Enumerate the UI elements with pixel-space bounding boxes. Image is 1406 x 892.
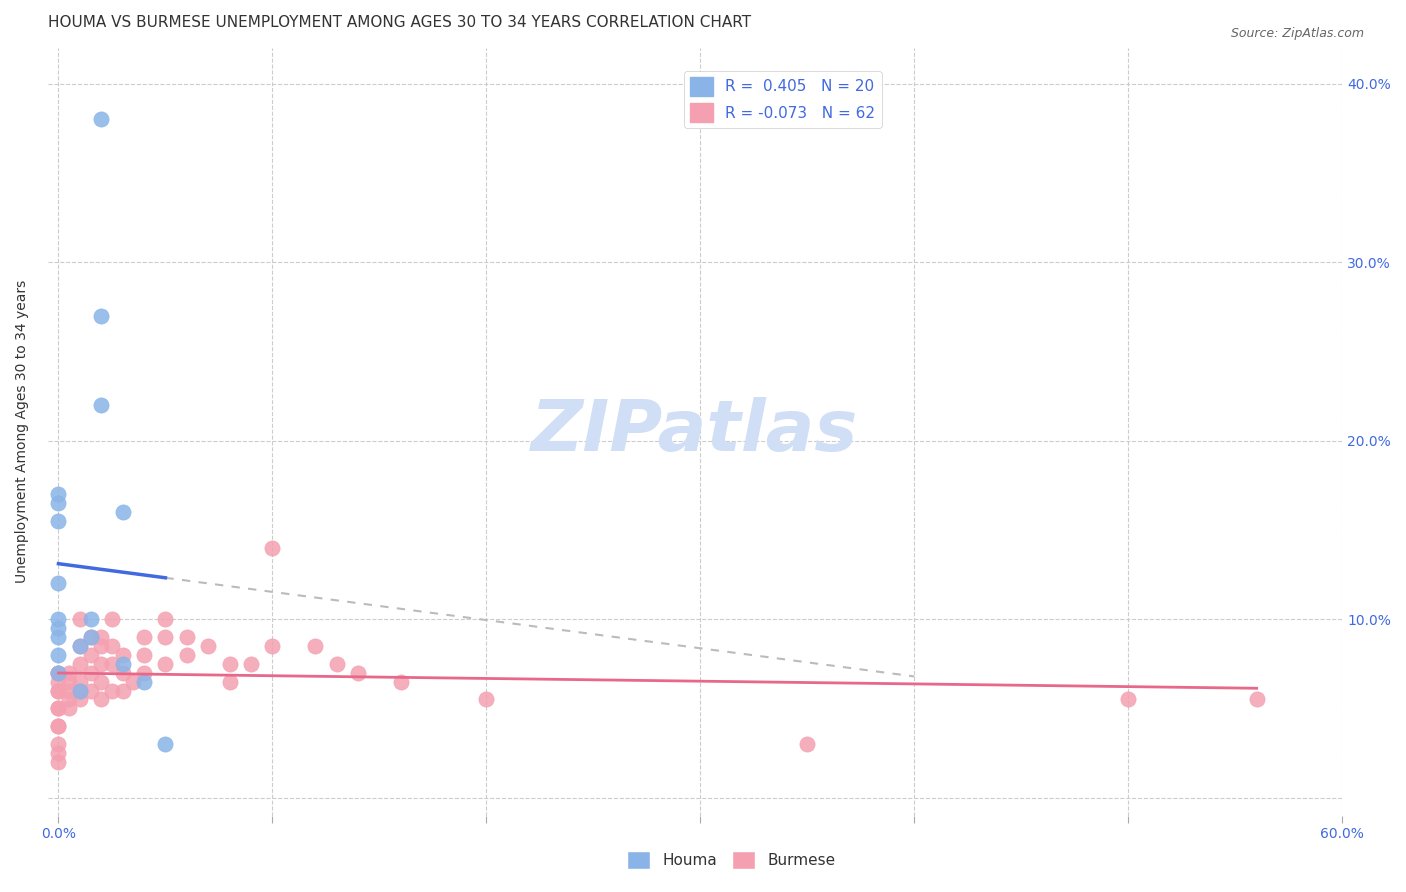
Point xyxy=(101,612,124,626)
Point xyxy=(262,541,284,555)
Point xyxy=(132,665,155,680)
Point xyxy=(69,674,91,689)
Point xyxy=(48,487,70,501)
Point xyxy=(48,630,70,644)
Point xyxy=(48,665,70,680)
Point xyxy=(69,692,91,706)
Point xyxy=(79,648,101,662)
Point xyxy=(69,639,91,653)
Point xyxy=(111,665,134,680)
Point xyxy=(155,657,177,671)
Point xyxy=(240,657,263,671)
Point xyxy=(262,639,284,653)
Point xyxy=(48,674,70,689)
Point xyxy=(101,639,124,653)
Point xyxy=(101,683,124,698)
Point xyxy=(101,657,124,671)
Point xyxy=(58,674,80,689)
Point xyxy=(1246,692,1268,706)
Point xyxy=(90,398,112,412)
Point xyxy=(48,665,70,680)
Point xyxy=(90,657,112,671)
Point xyxy=(48,701,70,715)
Point xyxy=(58,665,80,680)
Point xyxy=(347,665,370,680)
Point xyxy=(58,683,80,698)
Point xyxy=(79,612,101,626)
Point xyxy=(90,112,112,127)
Point xyxy=(48,683,70,698)
Point xyxy=(48,755,70,769)
Point xyxy=(155,612,177,626)
Point xyxy=(155,737,177,751)
Point xyxy=(48,665,70,680)
Point xyxy=(90,630,112,644)
Point xyxy=(48,719,70,733)
Point xyxy=(1116,692,1139,706)
Point xyxy=(48,683,70,698)
Point xyxy=(122,674,145,689)
Point xyxy=(69,683,91,698)
Point xyxy=(132,648,155,662)
Y-axis label: Unemployment Among Ages 30 to 34 years: Unemployment Among Ages 30 to 34 years xyxy=(15,280,30,583)
Text: Source: ZipAtlas.com: Source: ZipAtlas.com xyxy=(1230,27,1364,40)
Point xyxy=(79,665,101,680)
Point xyxy=(58,692,80,706)
Point xyxy=(48,719,70,733)
Point xyxy=(304,639,326,653)
Point xyxy=(218,674,240,689)
Point xyxy=(111,683,134,698)
Point xyxy=(90,674,112,689)
Point xyxy=(218,657,240,671)
Point xyxy=(48,612,70,626)
Point xyxy=(48,648,70,662)
Legend: Houma, Burmese: Houma, Burmese xyxy=(621,845,841,875)
Point xyxy=(90,639,112,653)
Point xyxy=(48,701,70,715)
Point xyxy=(90,309,112,323)
Point xyxy=(69,612,91,626)
Point xyxy=(111,648,134,662)
Point xyxy=(48,496,70,510)
Point xyxy=(79,630,101,644)
Point xyxy=(48,737,70,751)
Text: HOUMA VS BURMESE UNEMPLOYMENT AMONG AGES 30 TO 34 YEARS CORRELATION CHART: HOUMA VS BURMESE UNEMPLOYMENT AMONG AGES… xyxy=(48,15,751,30)
Point xyxy=(796,737,818,751)
Point xyxy=(176,630,198,644)
Point xyxy=(90,692,112,706)
Point xyxy=(69,639,91,653)
Legend: R =  0.405   N = 20, R = -0.073   N = 62: R = 0.405 N = 20, R = -0.073 N = 62 xyxy=(685,70,882,128)
Point xyxy=(79,683,101,698)
Point xyxy=(389,674,412,689)
Point xyxy=(48,621,70,635)
Point xyxy=(155,630,177,644)
Point xyxy=(132,674,155,689)
Point xyxy=(48,576,70,591)
Point xyxy=(176,648,198,662)
Point xyxy=(69,657,91,671)
Point xyxy=(48,746,70,760)
Point xyxy=(475,692,498,706)
Point xyxy=(132,630,155,644)
Point xyxy=(58,701,80,715)
Text: ZIPatlas: ZIPatlas xyxy=(531,397,859,467)
Point xyxy=(79,630,101,644)
Point xyxy=(48,514,70,528)
Point xyxy=(325,657,347,671)
Point xyxy=(111,657,134,671)
Point xyxy=(69,683,91,698)
Point xyxy=(197,639,219,653)
Point xyxy=(111,505,134,519)
